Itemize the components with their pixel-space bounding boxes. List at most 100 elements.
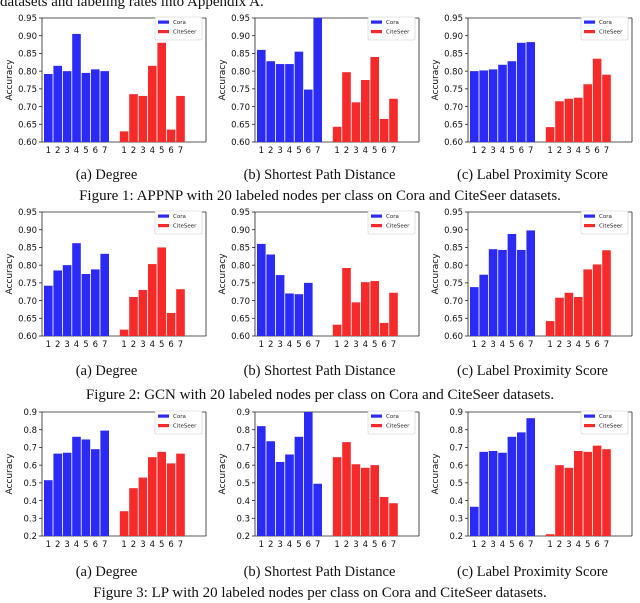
y-tick-label: 0.90 bbox=[231, 226, 250, 236]
x-tick-label: 2 bbox=[481, 540, 486, 550]
x-tick-label: 5 bbox=[372, 540, 377, 550]
bar-cora-7 bbox=[100, 253, 109, 336]
legend-swatch-citeseer bbox=[158, 30, 169, 34]
x-tick-label: 4 bbox=[500, 146, 505, 156]
legend-label-citeseer: CiteSeer bbox=[386, 224, 410, 230]
figure-2-caption: Figure 2: GCN with 20 labeled nodes per … bbox=[85, 387, 555, 403]
x-tick-label: 7 bbox=[102, 540, 107, 550]
bar-cora-3 bbox=[62, 71, 72, 142]
bar-citeseer-7 bbox=[389, 503, 398, 536]
bar-citeseer-6 bbox=[379, 497, 389, 536]
x-tick-label: 2 bbox=[268, 540, 273, 550]
legend-label-cora: Cora bbox=[386, 214, 399, 220]
bar-cora-2 bbox=[266, 254, 275, 336]
bar-citeseer-7 bbox=[176, 453, 185, 536]
subcaption-fig1-c: (c) Label Proximity Score bbox=[457, 167, 608, 183]
bar-citeseer-5 bbox=[370, 56, 379, 142]
x-tick-label: 1 bbox=[121, 540, 126, 550]
x-tick-label: 4 bbox=[74, 540, 79, 550]
y-tick-label: 0.95 bbox=[18, 14, 37, 24]
y-tick-label: 0.80 bbox=[231, 261, 250, 271]
y-tick-label: 0.95 bbox=[444, 14, 463, 24]
x-tick-label: 4 bbox=[74, 146, 79, 156]
bar-citeseer-7 bbox=[389, 98, 398, 142]
legend-label-cora: Cora bbox=[599, 20, 612, 26]
y-tick-label: 0.4 bbox=[449, 497, 463, 507]
x-tick-label: 3 bbox=[277, 540, 282, 550]
x-tick-label: 3 bbox=[490, 540, 495, 550]
y-axis-label: Accuracy bbox=[431, 59, 441, 101]
y-tick-label: 0.65 bbox=[231, 314, 250, 324]
x-tick-label: 1 bbox=[259, 340, 264, 350]
x-tick-label: 4 bbox=[576, 340, 581, 350]
y-tick-label: 0.4 bbox=[23, 497, 37, 507]
legend-swatch-cora bbox=[371, 214, 382, 218]
legend-label-citeseer: CiteSeer bbox=[173, 30, 197, 36]
legend-swatch-cora bbox=[584, 20, 595, 24]
x-tick-label: 1 bbox=[46, 146, 51, 156]
y-tick-label: 0.2 bbox=[449, 532, 463, 542]
bar-citeseer-6 bbox=[166, 129, 176, 142]
x-tick-label: 2 bbox=[131, 340, 136, 350]
x-tick-label: 7 bbox=[102, 146, 107, 156]
bar-citeseer-4 bbox=[148, 264, 157, 336]
y-tick-label: 0.70 bbox=[18, 297, 37, 307]
x-tick-label: 6 bbox=[306, 146, 311, 156]
x-tick-label: 2 bbox=[557, 540, 562, 550]
y-tick-label: 0.95 bbox=[231, 208, 250, 218]
legend-label-cora: Cora bbox=[173, 20, 186, 26]
bar-citeseer-3 bbox=[351, 302, 361, 336]
y-axis-label: Accuracy bbox=[218, 59, 228, 101]
x-tick-label: 2 bbox=[481, 340, 486, 350]
bar-citeseer-5 bbox=[583, 269, 592, 336]
bar-citeseer-7 bbox=[602, 449, 611, 536]
bar-cora-7 bbox=[526, 42, 535, 142]
bar-cora-4 bbox=[285, 454, 294, 536]
y-tick-label: 0.85 bbox=[444, 244, 463, 254]
bar-cora-6 bbox=[517, 42, 526, 142]
x-tick-label: 7 bbox=[178, 146, 183, 156]
x-tick-label: 5 bbox=[585, 540, 590, 550]
figure-3-caption: Figure 3: LP with 20 labeled nodes per c… bbox=[93, 585, 547, 601]
legend-label-cora: Cora bbox=[386, 20, 399, 26]
bar-citeseer-1 bbox=[119, 329, 129, 336]
bar-citeseer-1 bbox=[332, 126, 342, 142]
x-tick-label: 1 bbox=[472, 540, 477, 550]
bar-cora-2 bbox=[479, 274, 488, 336]
bar-cora-5 bbox=[81, 72, 91, 142]
bar-cora-6 bbox=[517, 249, 526, 336]
y-tick-label: 0.5 bbox=[236, 479, 250, 489]
y-tick-label: 0.6 bbox=[23, 461, 37, 471]
x-tick-label: 7 bbox=[604, 340, 609, 350]
legend-label-citeseer: CiteSeer bbox=[173, 424, 197, 430]
y-axis-label: Accuracy bbox=[5, 59, 15, 101]
legend-label-cora: Cora bbox=[599, 414, 612, 420]
y-tick-label: 0.65 bbox=[444, 120, 463, 130]
legend-swatch-cora bbox=[158, 214, 169, 218]
bar-citeseer-4 bbox=[148, 457, 157, 536]
y-tick-label: 0.95 bbox=[231, 14, 250, 24]
x-tick-label: 6 bbox=[168, 340, 173, 350]
x-tick-label: 5 bbox=[509, 340, 514, 350]
bar-cora-5 bbox=[81, 274, 91, 336]
y-tick-label: 0.9 bbox=[236, 408, 250, 418]
x-tick-label: 7 bbox=[528, 540, 533, 550]
bar-cora-1 bbox=[44, 73, 53, 142]
x-tick-label: 7 bbox=[178, 340, 183, 350]
bar-citeseer-4 bbox=[361, 80, 370, 142]
chart-fig3-label-proximity: 0.2 0.3 0.4 0.5 0.6 0.7 0.8 0.9 Accuracy 1 2 3 4 5 6 7 1… bbox=[426, 406, 639, 556]
bar-citeseer-6 bbox=[166, 312, 176, 336]
y-tick-label: 0.75 bbox=[231, 279, 250, 289]
y-tick-label: 0.9 bbox=[23, 408, 37, 418]
y-tick-label: 0.8 bbox=[23, 426, 37, 436]
y-tick-label: 0.80 bbox=[18, 261, 37, 271]
x-tick-label: 2 bbox=[55, 340, 60, 350]
chart-svg: 0.60 0.65 0.70 0.75 0.80 0.85 0.90 0.95 Accuracy… bbox=[218, 208, 420, 350]
bar-cora-6 bbox=[91, 449, 100, 536]
x-tick-label: 5 bbox=[159, 340, 164, 350]
y-tick-label: 0.8 bbox=[236, 426, 250, 436]
figure-1-caption: Figure 1: APPNP with 20 labeled nodes pe… bbox=[79, 188, 561, 204]
bar-citeseer-4 bbox=[574, 450, 583, 536]
bar-citeseer-2 bbox=[129, 488, 138, 536]
